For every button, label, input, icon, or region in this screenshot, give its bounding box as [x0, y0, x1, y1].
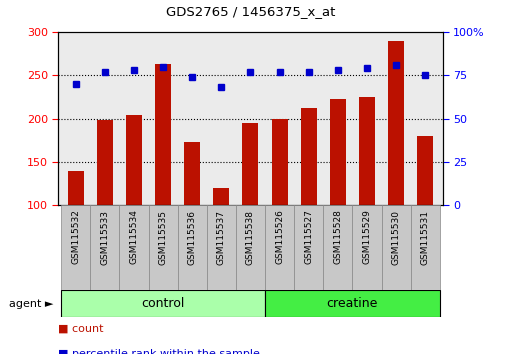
- Text: GSM115528: GSM115528: [333, 210, 342, 264]
- Bar: [265, 290, 439, 317]
- Text: GSM115530: GSM115530: [391, 210, 400, 264]
- Text: GSM115535: GSM115535: [158, 210, 167, 264]
- Bar: [329, 99, 345, 205]
- Bar: [207, 205, 235, 290]
- Text: GDS2765 / 1456375_x_at: GDS2765 / 1456375_x_at: [166, 5, 334, 18]
- Text: GSM115531: GSM115531: [420, 210, 429, 264]
- Text: ■ count: ■ count: [58, 324, 104, 334]
- Text: GSM115536: GSM115536: [187, 210, 196, 264]
- Bar: [68, 171, 83, 205]
- Bar: [358, 97, 374, 205]
- Bar: [96, 120, 113, 205]
- Bar: [213, 188, 229, 205]
- Bar: [352, 205, 381, 290]
- Bar: [177, 205, 207, 290]
- Text: GSM115534: GSM115534: [129, 210, 138, 264]
- Text: agent ►: agent ►: [9, 298, 53, 309]
- Bar: [119, 205, 148, 290]
- Text: GSM115538: GSM115538: [245, 210, 255, 264]
- Bar: [381, 205, 410, 290]
- Bar: [387, 41, 403, 205]
- Text: GSM115532: GSM115532: [71, 210, 80, 264]
- Bar: [242, 123, 258, 205]
- Text: control: control: [141, 297, 184, 310]
- Bar: [61, 290, 265, 317]
- Bar: [61, 205, 90, 290]
- Bar: [148, 205, 177, 290]
- Text: GSM115529: GSM115529: [362, 210, 371, 264]
- Bar: [410, 205, 439, 290]
- Bar: [155, 64, 171, 205]
- Text: creatine: creatine: [326, 297, 377, 310]
- Bar: [235, 205, 265, 290]
- Text: ■ percentile rank within the sample: ■ percentile rank within the sample: [58, 349, 260, 354]
- Bar: [265, 205, 293, 290]
- Text: GSM115533: GSM115533: [100, 210, 109, 264]
- Bar: [90, 205, 119, 290]
- Bar: [293, 205, 323, 290]
- Text: GSM115526: GSM115526: [275, 210, 283, 264]
- Bar: [271, 119, 287, 205]
- Text: GSM115527: GSM115527: [304, 210, 313, 264]
- Bar: [300, 108, 316, 205]
- Text: GSM115537: GSM115537: [217, 210, 225, 264]
- Bar: [323, 205, 352, 290]
- Bar: [184, 142, 200, 205]
- Bar: [126, 115, 142, 205]
- Bar: [417, 136, 432, 205]
